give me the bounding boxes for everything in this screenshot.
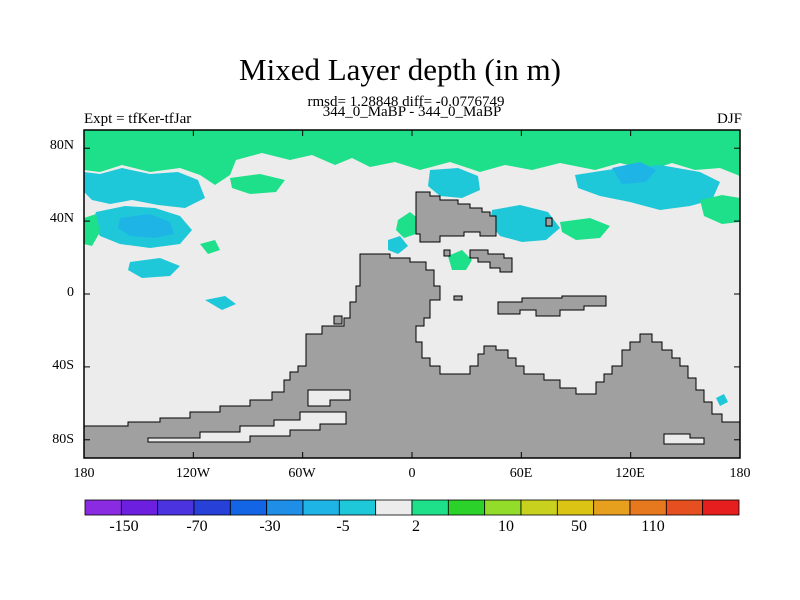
colorbar-swatch <box>266 499 304 516</box>
land-north-cluster <box>415 191 497 243</box>
anomaly-region-east-far <box>700 195 740 224</box>
colorbar-swatch <box>556 499 595 516</box>
anomaly-region-tropic-green <box>448 250 472 270</box>
colorbar-swatch <box>665 499 704 516</box>
y-tick-label: 40N <box>49 211 74 226</box>
y-tick-label: 0 <box>67 285 74 300</box>
experiment-label: Expt = tfKer-tfJar <box>84 111 192 127</box>
x-tick-label: 60W <box>288 466 316 481</box>
colorbar-label: 2 <box>412 518 420 535</box>
anomaly-region-gulf <box>200 240 220 254</box>
plot-title: Mixed Layer depth (in m) <box>239 52 561 87</box>
colorbar-swatch <box>193 499 231 516</box>
ocean-cutout-ross <box>663 433 705 445</box>
land-africa-americas <box>83 253 741 459</box>
anomaly-region-antarctic-blue <box>716 394 728 406</box>
anomaly-region-north-pacific-east <box>84 214 100 246</box>
stats-line: rmsd= 1.28848 diff= -0.0776749 <box>307 94 505 110</box>
land-islet-atlantic <box>333 315 343 325</box>
anomaly-region-mid-pacific <box>205 296 236 310</box>
anomaly-region-pacific-green <box>560 218 610 240</box>
x-tick-label: 120E <box>615 466 645 481</box>
colorbar-label: 110 <box>641 518 665 535</box>
colorbar-swatch <box>229 499 268 516</box>
y-tick-label: 80N <box>49 138 74 153</box>
anomaly-region-north-band <box>84 130 740 185</box>
colorbar-label: -30 <box>259 518 281 535</box>
colorbar-label: -5 <box>336 518 350 535</box>
x-tick-label: 60E <box>509 466 533 481</box>
plot-subtitle: 344_0_MaBP - 344_0_MaBP <box>322 104 502 120</box>
x-tick-label: 180 <box>73 466 95 481</box>
colorbar-swatch <box>447 499 486 516</box>
anomaly-regions <box>84 130 740 406</box>
colorbar-label: 50 <box>571 518 587 535</box>
anomaly-region-eurasia-west <box>428 168 480 198</box>
land-australia-belt <box>497 295 607 317</box>
y-tick-label: 40S <box>52 358 74 373</box>
colorbar-swatch <box>484 499 522 516</box>
x-tick-label: 120W <box>175 466 211 481</box>
anomaly-region-asia-east <box>575 165 720 210</box>
ocean-cutout-south-atlantic <box>307 389 351 407</box>
season-label: DJF <box>716 111 742 127</box>
land-masks <box>83 191 741 459</box>
land-island-east <box>469 249 513 273</box>
land-island-small <box>443 249 451 257</box>
anomaly-region-asia-core <box>612 162 656 184</box>
colorbar-swatch <box>629 499 667 516</box>
ocean-cutouts <box>147 389 705 445</box>
x-tick-label: 180 <box>729 466 751 481</box>
colorbar-swatch <box>375 499 413 516</box>
colorbar-swatch <box>157 499 195 516</box>
x-tick-label: 0 <box>408 466 416 481</box>
anomaly-region-subtropical-blue <box>128 258 180 278</box>
anomaly-region-north-atlantic-green <box>230 174 285 194</box>
ocean-cutout-weddell <box>147 411 347 443</box>
anomaly-region-eurasia-center <box>490 205 560 242</box>
land-islet-mid <box>453 295 463 301</box>
colorbar-swatch <box>338 499 377 516</box>
colorbar-swatch <box>84 499 122 516</box>
y-tick-label: 80S <box>52 432 74 447</box>
colorbar-swatch <box>520 499 558 516</box>
colorbar-swatch <box>702 499 740 516</box>
colorbar <box>84 499 740 516</box>
colorbar-label: -150 <box>109 518 139 535</box>
colorbar-swatch <box>593 499 631 516</box>
colorbar-label: -70 <box>186 518 208 535</box>
anomaly-region-atlantic-north <box>84 168 205 208</box>
anomaly-region-europe <box>396 212 420 238</box>
colorbar-label: 10 <box>498 518 514 535</box>
anomaly-region-europe-blue <box>388 236 408 254</box>
axis-ticks <box>83 130 741 458</box>
colorbar-swatch <box>120 499 159 516</box>
colorbar-swatch <box>411 499 449 516</box>
land-island-ne <box>545 217 553 227</box>
colorbar-swatch <box>302 499 340 516</box>
anomaly-region-pacific-north-core <box>118 214 174 238</box>
